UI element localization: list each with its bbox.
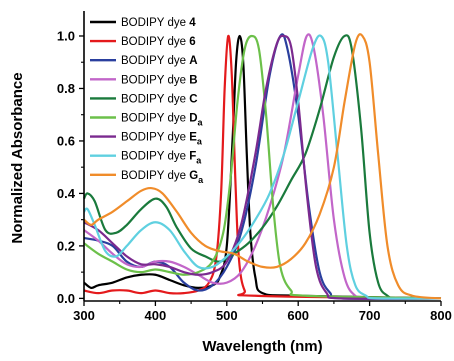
legend-item: BODIPY dye Da [90,113,204,128]
legend-label: BODIPY dye Ea [121,132,203,147]
legend-label: BODIPY dye 6 [121,36,196,48]
y-tick-label: 0.8 [57,81,75,96]
legend-label: BODIPY dye C [121,93,198,105]
legend-label: BODIPY dye Ga [121,170,204,185]
y-tick-label: 0.0 [57,291,75,306]
y-tick-label: 0.2 [57,238,75,253]
legend-label: BODIPY dye Fa [121,151,202,166]
legend-label-prefix: BODIPY dye [121,36,189,48]
series-line-b [83,33,442,300]
legend-label-prefix: BODIPY dye [121,55,189,67]
legend-label: BODIPY dye 4 [121,17,196,29]
legend-label-subscript: a [198,118,204,128]
legend-label-prefix: BODIPY dye [121,170,189,182]
axes: 300 400 500 600 700 800 0.0 0.2 0.4 0.6 0.8 1.0 [57,11,452,323]
legend-item: BODIPY dye Ga [90,170,204,185]
legend-label-id: E [189,132,197,144]
legend-item: BODIPY dye B [90,74,198,86]
x-axis-title: Wavelength (nm) [202,338,322,355]
plot-area [83,33,442,300]
legend-label-prefix: BODIPY dye [121,113,189,125]
x-tick-label: 800 [430,308,452,323]
legend-label-id: A [189,55,197,67]
legend-label-prefix: BODIPY dye [121,132,189,144]
legend-item: BODIPY dye 4 [90,17,196,29]
legend-label-prefix: BODIPY dye [121,93,189,105]
legend-item: BODIPY dye Fa [90,151,202,166]
legend-label-id: F [189,151,196,163]
series-line-ga [83,33,442,300]
x-tick-label: 400 [145,308,167,323]
x-tick-label: 500 [216,308,238,323]
legend-label: BODIPY dye B [121,74,198,86]
legend-item: BODIPY dye C [90,93,198,105]
legend-item: BODIPY dye Ea [90,132,203,147]
series-line-c [83,34,442,300]
y-tick-label: 1.0 [57,28,75,43]
legend-label-id: 6 [189,36,195,48]
legend-label-id: B [189,74,197,86]
legend-label-id: C [189,93,197,105]
legend-label-prefix: BODIPY dye [121,17,189,29]
legend-item: BODIPY dye A [90,55,198,67]
series-line-fa [83,34,442,300]
x-tick-label: 600 [287,308,309,323]
series-line-da [83,34,442,300]
legend-item: BODIPY dye 6 [90,36,196,48]
y-tick-label: 0.4 [57,186,76,201]
y-axis-title: Normalized Absorbance [9,72,26,243]
legend-label-prefix: BODIPY dye [121,151,189,163]
legend-label-subscript: a [196,156,202,166]
legend-label-id: G [189,170,198,182]
legend-label: BODIPY dye A [121,55,198,67]
legend-label: BODIPY dye Da [121,113,204,128]
legend-label-subscript: a [198,175,204,185]
legend-label-id: D [189,113,197,125]
legend-label-prefix: BODIPY dye [121,74,189,86]
x-tick-label: 300 [73,308,95,323]
y-tick-label: 0.6 [57,133,75,148]
legend-label-id: 4 [189,17,196,29]
legend-label-subscript: a [197,137,203,147]
x-tick-label: 700 [359,308,381,323]
